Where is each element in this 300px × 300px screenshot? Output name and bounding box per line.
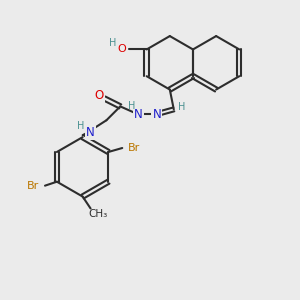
Text: H: H [109,38,117,49]
Text: H: H [77,121,84,131]
Text: Br: Br [27,181,39,191]
Text: N: N [86,126,95,139]
Text: H: H [178,102,185,112]
Text: N: N [153,108,161,121]
Text: CH₃: CH₃ [89,209,108,219]
Text: O: O [118,44,126,54]
Text: H: H [128,101,136,111]
Text: Br: Br [128,143,140,153]
Text: O: O [95,89,104,102]
Text: N: N [134,108,142,121]
